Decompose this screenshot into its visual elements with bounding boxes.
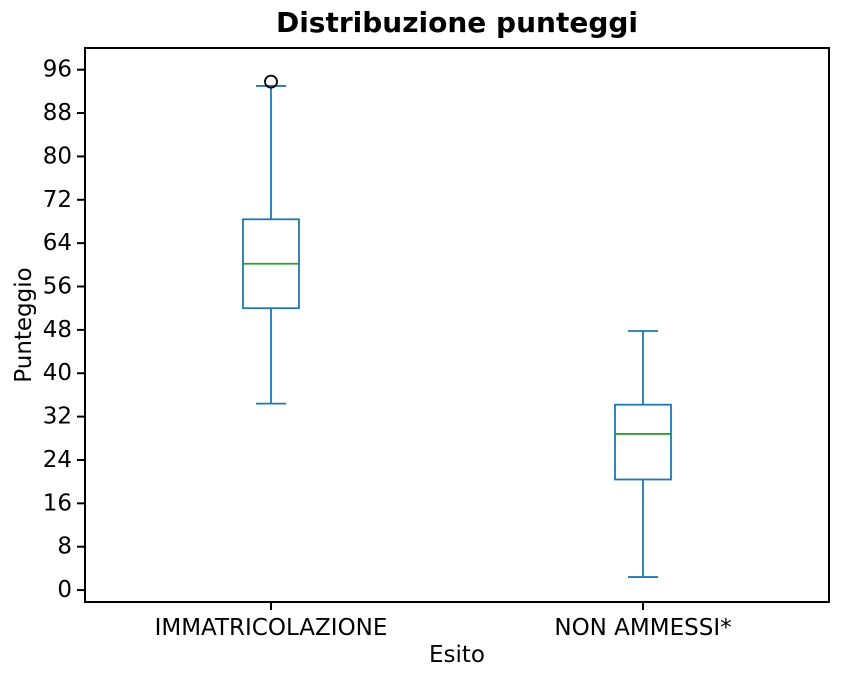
chart-title: Distribuzione punteggi bbox=[275, 6, 639, 39]
y-tick-label: 40 bbox=[43, 360, 72, 386]
y-tick-label: 80 bbox=[43, 143, 72, 169]
y-tick-label: 72 bbox=[43, 187, 72, 213]
y-tick-label: 8 bbox=[57, 534, 72, 560]
outlier-point bbox=[264, 74, 278, 89]
y-tick-label: 96 bbox=[43, 57, 72, 83]
y-tick-label: 56 bbox=[43, 274, 72, 300]
y-tick-label: 48 bbox=[43, 317, 72, 343]
y-tick-label: 64 bbox=[43, 230, 72, 256]
x-tick-label: IMMATRICOLAZIONE bbox=[155, 615, 388, 641]
iqr-box bbox=[614, 403, 672, 481]
x-axis-label: Esito bbox=[429, 642, 485, 668]
x-tick-label: NON AMMESSI* bbox=[554, 615, 731, 641]
axes-frame bbox=[84, 47, 830, 603]
y-tick-label: 32 bbox=[43, 404, 72, 430]
y-tick-label: 16 bbox=[43, 490, 72, 516]
y-tick-label: 24 bbox=[43, 447, 72, 473]
y-tick-label: 0 bbox=[57, 577, 72, 603]
y-tick-label: 88 bbox=[43, 100, 72, 126]
